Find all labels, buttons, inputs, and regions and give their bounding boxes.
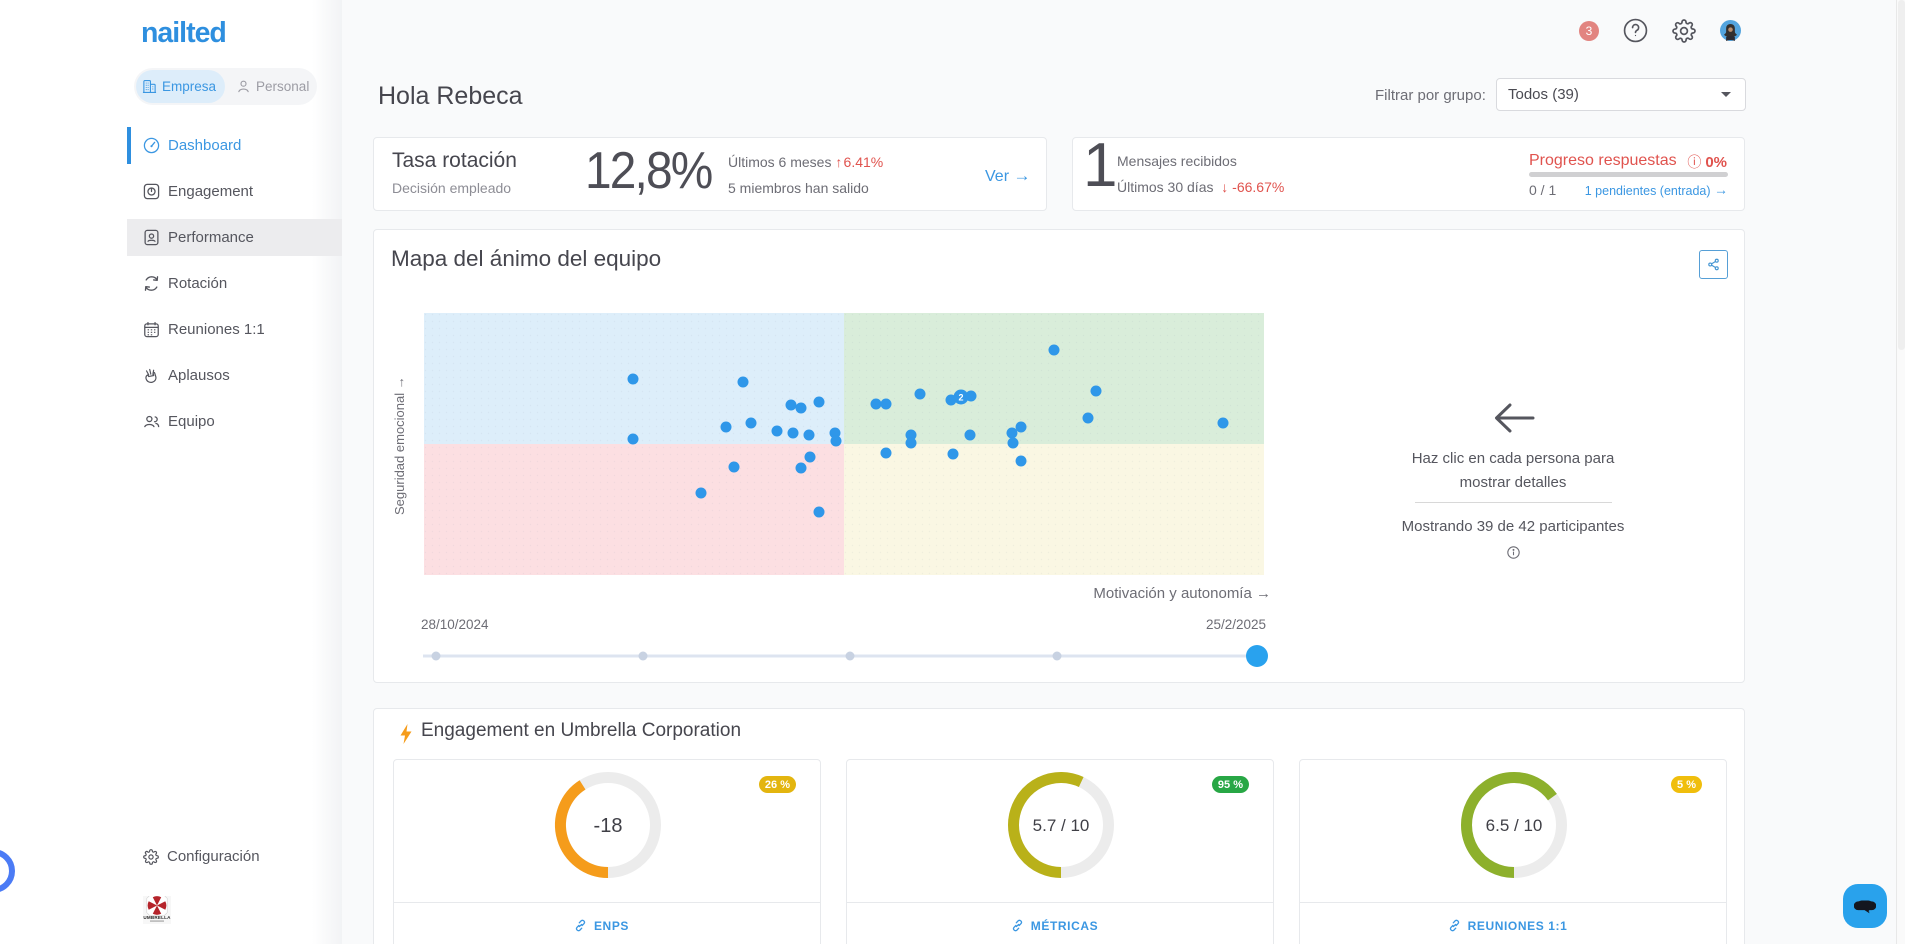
svg-text:2: 2 [958,393,963,403]
svg-text:UMBRELLA: UMBRELLA [143,915,171,920]
svg-text:nailted: nailted [142,19,226,49]
svg-text:6.5 / 10: 6.5 / 10 [1486,816,1543,835]
svg-text:5.7 / 10: 5.7 / 10 [1033,816,1090,835]
svg-text:-18: -18 [594,815,623,837]
